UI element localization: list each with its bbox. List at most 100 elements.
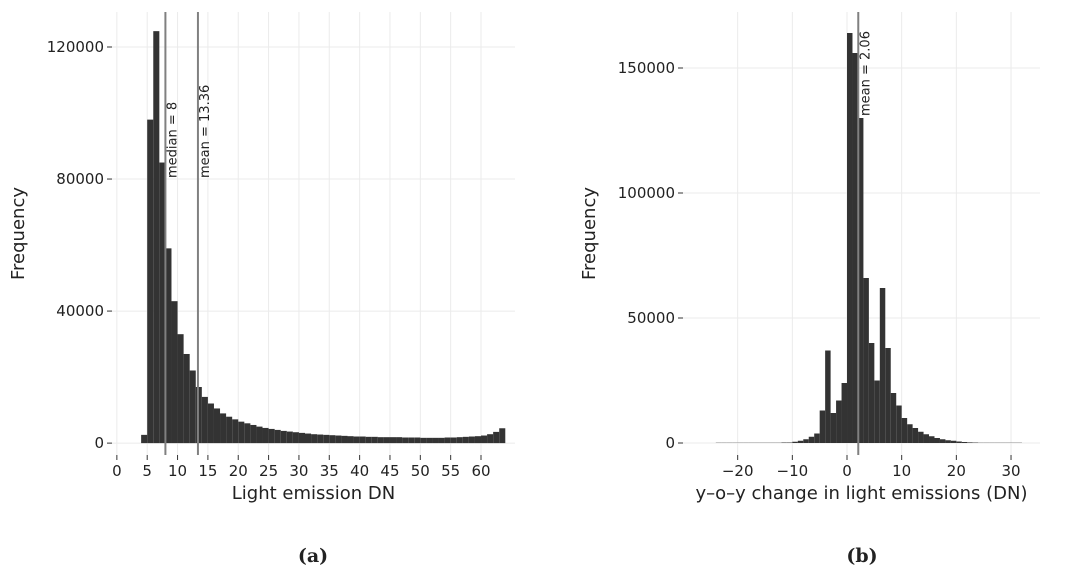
bar: [901, 418, 908, 443]
bar: [797, 440, 804, 443]
x-tick-label: 60: [471, 462, 490, 480]
bar: [256, 426, 263, 444]
x-tick-label: −10: [777, 462, 809, 480]
x-tick-label: 0: [112, 462, 122, 480]
bar: [341, 435, 348, 444]
bar: [462, 436, 469, 444]
bar: [286, 431, 293, 444]
bar: [499, 428, 506, 444]
line-annotation: mean = 13.36: [198, 85, 213, 178]
bar: [377, 437, 384, 444]
bar: [274, 429, 281, 444]
bar: [885, 348, 891, 443]
bar: [371, 436, 378, 444]
bar: [244, 423, 251, 444]
caption: (b): [846, 545, 877, 567]
bar: [444, 437, 451, 444]
bar: [830, 413, 837, 443]
bar: [213, 408, 221, 444]
y-tick-label: 0: [665, 434, 675, 452]
bar: [220, 413, 227, 444]
bar: [814, 433, 820, 443]
y-axis-label: Frequency: [8, 187, 29, 280]
bar: [280, 430, 287, 444]
x-tick-label: 55: [441, 462, 460, 480]
line-annotation: mean = 2.06: [858, 31, 873, 116]
bar: [159, 162, 166, 444]
x-tick-label: 15: [198, 462, 217, 480]
bar: [819, 410, 826, 443]
y-tick-label: 0: [94, 434, 104, 452]
bar: [474, 436, 482, 444]
bar: [171, 301, 178, 444]
bar: [250, 424, 257, 444]
x-tick-label: 20: [947, 462, 966, 480]
bar: [786, 442, 793, 443]
x-tick-label: 35: [320, 462, 339, 480]
bar: [226, 416, 233, 444]
bar: [863, 278, 869, 443]
bar: [311, 434, 318, 444]
x-tick-label: 5: [142, 462, 152, 480]
bar: [396, 437, 403, 444]
bar: [335, 435, 342, 444]
x-tick-label: 30: [289, 462, 308, 480]
bar: [456, 437, 463, 444]
bar: [402, 437, 409, 444]
bar: [874, 380, 880, 443]
bar: [183, 353, 190, 444]
bar: [268, 428, 275, 444]
bar: [825, 350, 831, 443]
bar: [207, 403, 214, 444]
bar: [792, 441, 798, 443]
bar: [147, 119, 154, 444]
y-tick-label: 120000: [47, 38, 104, 56]
bar: [923, 434, 930, 443]
bar: [359, 436, 366, 444]
bar: [426, 437, 433, 444]
bar: [487, 434, 494, 444]
bar: [232, 419, 239, 444]
y-tick-label: 100000: [618, 184, 675, 202]
bar: [141, 434, 148, 444]
x-tick-label: −20: [722, 462, 754, 480]
bar: [153, 31, 160, 444]
x-axis-label: y–o–y change in light emissions (DN): [695, 483, 1027, 504]
y-axis-label: Frequency: [579, 187, 600, 280]
bar: [896, 405, 902, 443]
bar: [238, 421, 245, 444]
bar: [292, 432, 299, 444]
bar: [317, 434, 324, 444]
bar: [323, 434, 330, 444]
bar: [939, 439, 946, 443]
x-tick-label: 40: [350, 462, 369, 480]
bar: [481, 435, 488, 444]
y-tick-label: 50000: [627, 309, 675, 327]
bar: [493, 431, 500, 444]
bar: [868, 343, 875, 443]
bar: [912, 428, 919, 443]
bar: [918, 431, 924, 443]
bar: [890, 393, 897, 443]
bar: [298, 432, 306, 444]
bar: [262, 427, 269, 444]
bar: [841, 383, 848, 443]
bar: [438, 437, 445, 444]
x-axis-label: Light emission DN: [232, 483, 395, 504]
bar: [165, 248, 172, 444]
line-annotation: median = 8: [165, 102, 180, 178]
bar: [803, 439, 809, 443]
bar: [907, 424, 913, 443]
bar: [329, 435, 336, 444]
bar: [847, 33, 853, 443]
bar: [365, 436, 372, 444]
bar: [857, 118, 864, 443]
bar: [852, 53, 858, 443]
bar: [808, 436, 815, 443]
bar: [836, 400, 842, 443]
x-tick-label: 20: [229, 462, 248, 480]
bar: [450, 437, 457, 444]
x-tick-label: 25: [259, 462, 278, 480]
bar: [432, 437, 439, 444]
bar: [201, 396, 208, 444]
